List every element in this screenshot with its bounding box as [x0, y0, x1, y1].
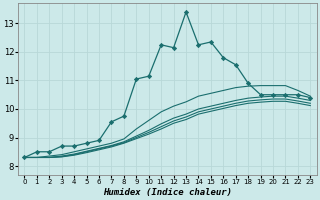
X-axis label: Humidex (Indice chaleur): Humidex (Indice chaleur)	[103, 188, 232, 197]
